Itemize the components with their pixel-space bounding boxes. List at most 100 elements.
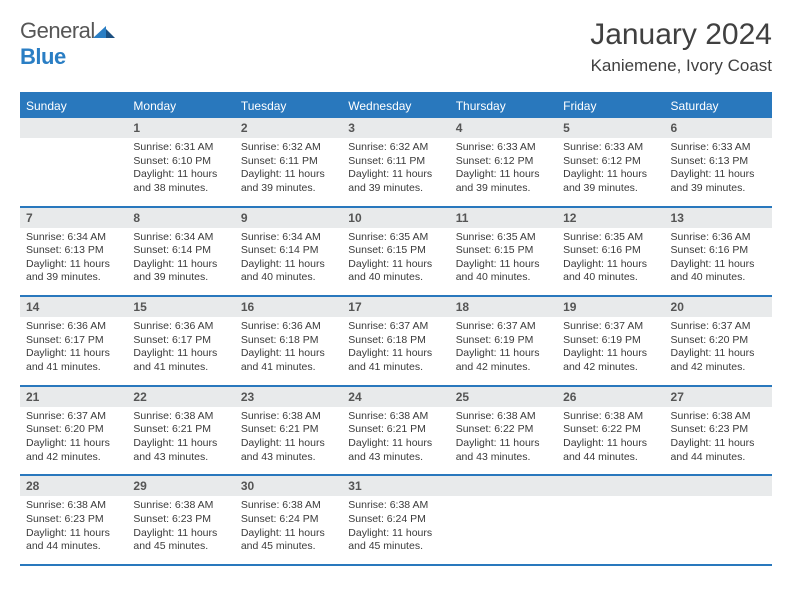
day-details: Sunrise: 6:33 AMSunset: 6:12 PMDaylight:… bbox=[450, 138, 557, 206]
day-number: 1 bbox=[127, 118, 234, 138]
sunrise-text: Sunrise: 6:38 AM bbox=[456, 410, 551, 424]
day-details: Sunrise: 6:38 AMSunset: 6:22 PMDaylight:… bbox=[450, 407, 557, 475]
day-details: Sunrise: 6:34 AMSunset: 6:13 PMDaylight:… bbox=[20, 228, 127, 296]
dow-wednesday: Wednesday bbox=[342, 94, 449, 118]
sunset-text: Sunset: 6:14 PM bbox=[133, 244, 228, 258]
day-number: 23 bbox=[235, 387, 342, 407]
sunset-text: Sunset: 6:12 PM bbox=[456, 155, 551, 169]
calendar-week: 123456Sunrise: 6:31 AMSunset: 6:10 PMDay… bbox=[20, 118, 772, 208]
sunrise-text: Sunrise: 6:37 AM bbox=[671, 320, 766, 334]
day-details: Sunrise: 6:37 AMSunset: 6:19 PMDaylight:… bbox=[557, 317, 664, 385]
title-block: January 2024 Kaniemene, Ivory Coast bbox=[590, 18, 772, 76]
brand-blue: Blue bbox=[20, 44, 66, 69]
sunrise-text: Sunrise: 6:36 AM bbox=[241, 320, 336, 334]
sunrise-text: Sunrise: 6:31 AM bbox=[133, 141, 228, 155]
sunrise-text: Sunrise: 6:38 AM bbox=[133, 410, 228, 424]
daylight-text: Daylight: 11 hours and 40 minutes. bbox=[671, 258, 766, 285]
sunset-text: Sunset: 6:15 PM bbox=[456, 244, 551, 258]
sunrise-text: Sunrise: 6:38 AM bbox=[671, 410, 766, 424]
dow-thursday: Thursday bbox=[450, 94, 557, 118]
day-details bbox=[20, 138, 127, 206]
day-details: Sunrise: 6:37 AMSunset: 6:20 PMDaylight:… bbox=[20, 407, 127, 475]
day-details: Sunrise: 6:36 AMSunset: 6:16 PMDaylight:… bbox=[665, 228, 772, 296]
daylight-text: Daylight: 11 hours and 43 minutes. bbox=[456, 437, 551, 464]
sunset-text: Sunset: 6:23 PM bbox=[26, 513, 121, 527]
day-details: Sunrise: 6:38 AMSunset: 6:24 PMDaylight:… bbox=[342, 496, 449, 564]
day-number: 6 bbox=[665, 118, 772, 138]
daylight-text: Daylight: 11 hours and 45 minutes. bbox=[133, 527, 228, 554]
day-details: Sunrise: 6:37 AMSunset: 6:19 PMDaylight:… bbox=[450, 317, 557, 385]
day-details: Sunrise: 6:38 AMSunset: 6:21 PMDaylight:… bbox=[342, 407, 449, 475]
brand-logo: General Blue bbox=[20, 18, 115, 70]
sunset-text: Sunset: 6:15 PM bbox=[348, 244, 443, 258]
day-number: 31 bbox=[342, 476, 449, 496]
sunset-text: Sunset: 6:17 PM bbox=[26, 334, 121, 348]
sunrise-text: Sunrise: 6:34 AM bbox=[133, 231, 228, 245]
brand-triangle-icon bbox=[93, 18, 115, 34]
sunrise-text: Sunrise: 6:38 AM bbox=[348, 410, 443, 424]
day-number: 17 bbox=[342, 297, 449, 317]
sunrise-text: Sunrise: 6:37 AM bbox=[563, 320, 658, 334]
day-number: 7 bbox=[20, 208, 127, 228]
dow-friday: Friday bbox=[557, 94, 664, 118]
day-details: Sunrise: 6:38 AMSunset: 6:21 PMDaylight:… bbox=[127, 407, 234, 475]
day-details bbox=[557, 496, 664, 564]
location-subtitle: Kaniemene, Ivory Coast bbox=[590, 56, 772, 76]
sunrise-text: Sunrise: 6:32 AM bbox=[241, 141, 336, 155]
day-number: 9 bbox=[235, 208, 342, 228]
sunset-text: Sunset: 6:21 PM bbox=[348, 423, 443, 437]
daylight-text: Daylight: 11 hours and 45 minutes. bbox=[348, 527, 443, 554]
sunset-text: Sunset: 6:21 PM bbox=[133, 423, 228, 437]
day-details: Sunrise: 6:33 AMSunset: 6:12 PMDaylight:… bbox=[557, 138, 664, 206]
header: General Blue January 2024 Kaniemene, Ivo… bbox=[20, 18, 772, 76]
daylight-text: Daylight: 11 hours and 40 minutes. bbox=[348, 258, 443, 285]
day-details: Sunrise: 6:37 AMSunset: 6:18 PMDaylight:… bbox=[342, 317, 449, 385]
sunrise-text: Sunrise: 6:36 AM bbox=[133, 320, 228, 334]
day-number: 28 bbox=[20, 476, 127, 496]
day-number: 2 bbox=[235, 118, 342, 138]
page-title: January 2024 bbox=[590, 18, 772, 52]
sunset-text: Sunset: 6:20 PM bbox=[671, 334, 766, 348]
sunset-text: Sunset: 6:24 PM bbox=[241, 513, 336, 527]
sunset-text: Sunset: 6:18 PM bbox=[241, 334, 336, 348]
daylight-text: Daylight: 11 hours and 39 minutes. bbox=[26, 258, 121, 285]
sunset-text: Sunset: 6:11 PM bbox=[348, 155, 443, 169]
day-number: 29 bbox=[127, 476, 234, 496]
day-number bbox=[20, 118, 127, 138]
day-number: 11 bbox=[450, 208, 557, 228]
sunset-text: Sunset: 6:19 PM bbox=[563, 334, 658, 348]
sunset-text: Sunset: 6:22 PM bbox=[563, 423, 658, 437]
day-details bbox=[665, 496, 772, 564]
sunrise-text: Sunrise: 6:33 AM bbox=[456, 141, 551, 155]
sunrise-text: Sunrise: 6:35 AM bbox=[563, 231, 658, 245]
day-number: 26 bbox=[557, 387, 664, 407]
daylight-text: Daylight: 11 hours and 44 minutes. bbox=[563, 437, 658, 464]
sunset-text: Sunset: 6:18 PM bbox=[348, 334, 443, 348]
dow-sunday: Sunday bbox=[20, 94, 127, 118]
daylight-text: Daylight: 11 hours and 39 minutes. bbox=[241, 168, 336, 195]
daylight-text: Daylight: 11 hours and 43 minutes. bbox=[133, 437, 228, 464]
daylight-text: Daylight: 11 hours and 41 minutes. bbox=[348, 347, 443, 374]
brand-text: General Blue bbox=[20, 18, 115, 70]
daylight-text: Daylight: 11 hours and 42 minutes. bbox=[563, 347, 658, 374]
day-number: 19 bbox=[557, 297, 664, 317]
sunrise-text: Sunrise: 6:34 AM bbox=[26, 231, 121, 245]
day-number: 21 bbox=[20, 387, 127, 407]
sunset-text: Sunset: 6:17 PM bbox=[133, 334, 228, 348]
daylight-text: Daylight: 11 hours and 42 minutes. bbox=[671, 347, 766, 374]
daylight-text: Daylight: 11 hours and 41 minutes. bbox=[26, 347, 121, 374]
sunrise-text: Sunrise: 6:37 AM bbox=[348, 320, 443, 334]
calendar-week: 78910111213Sunrise: 6:34 AMSunset: 6:13 … bbox=[20, 208, 772, 298]
sunrise-text: Sunrise: 6:33 AM bbox=[671, 141, 766, 155]
day-number bbox=[450, 476, 557, 496]
sunset-text: Sunset: 6:23 PM bbox=[133, 513, 228, 527]
day-number: 4 bbox=[450, 118, 557, 138]
dow-tuesday: Tuesday bbox=[235, 94, 342, 118]
daylight-text: Daylight: 11 hours and 43 minutes. bbox=[241, 437, 336, 464]
calendar-week: 14151617181920Sunrise: 6:36 AMSunset: 6:… bbox=[20, 297, 772, 387]
daylight-text: Daylight: 11 hours and 40 minutes. bbox=[241, 258, 336, 285]
day-details: Sunrise: 6:35 AMSunset: 6:16 PMDaylight:… bbox=[557, 228, 664, 296]
daylight-text: Daylight: 11 hours and 40 minutes. bbox=[563, 258, 658, 285]
daylight-text: Daylight: 11 hours and 40 minutes. bbox=[456, 258, 551, 285]
daylight-text: Daylight: 11 hours and 39 minutes. bbox=[563, 168, 658, 195]
